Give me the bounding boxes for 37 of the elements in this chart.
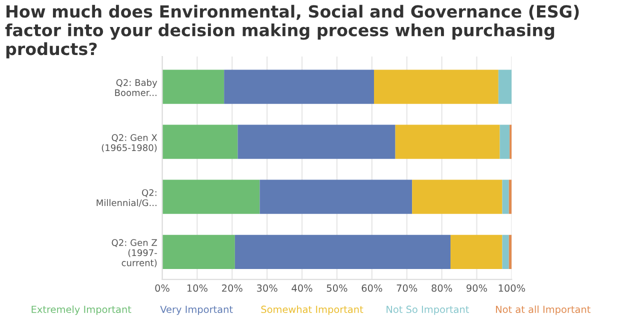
bar (234, 234, 451, 269)
text: Very Important (160, 306, 233, 315)
text: Somewhat Important (261, 306, 364, 315)
y-tick-label: Q2: Gen X (1965-1980) (102, 134, 158, 152)
bar (502, 180, 509, 214)
x-tick-label: 30% (257, 284, 278, 292)
x-tick-label: 50% (326, 284, 348, 292)
x-tick-label: 20% (222, 284, 242, 292)
bar (162, 180, 260, 214)
bar (498, 70, 512, 104)
chart-title: How much does Environmental, Social and Governance (ESG) factor into your decision making process when purchasing products? (5, 4, 579, 58)
y-tick-label: Q2: Baby Boomer... (115, 78, 158, 96)
bar (412, 180, 502, 214)
text: Not at all Important (496, 306, 590, 315)
text: Not So Important (386, 306, 469, 315)
bar (224, 70, 374, 104)
x-tick-label: 80% (432, 284, 452, 292)
x-tick-label: 40% (292, 284, 312, 292)
x-tick-label: 10% (187, 284, 208, 292)
bar (162, 70, 224, 104)
text: Extremely Important (32, 306, 132, 315)
bar (162, 234, 235, 269)
x-tick-label: 100% (498, 284, 526, 292)
bar (450, 234, 502, 269)
x-tick-label: 60% (362, 284, 382, 292)
bar (500, 124, 510, 159)
y-tick-label: Q2: Millennial/G... (96, 189, 156, 207)
x-tick-label: 0% (155, 284, 170, 292)
x-tick-label: 70% (396, 284, 418, 292)
bar (502, 234, 509, 269)
x-tick-label: 90% (466, 284, 488, 292)
y-tick-label: Q2: Gen Z (1997- current) (112, 239, 157, 268)
bar (260, 180, 412, 214)
bar (374, 70, 498, 104)
bar (238, 124, 396, 159)
bar (395, 124, 500, 159)
bar (162, 124, 238, 159)
